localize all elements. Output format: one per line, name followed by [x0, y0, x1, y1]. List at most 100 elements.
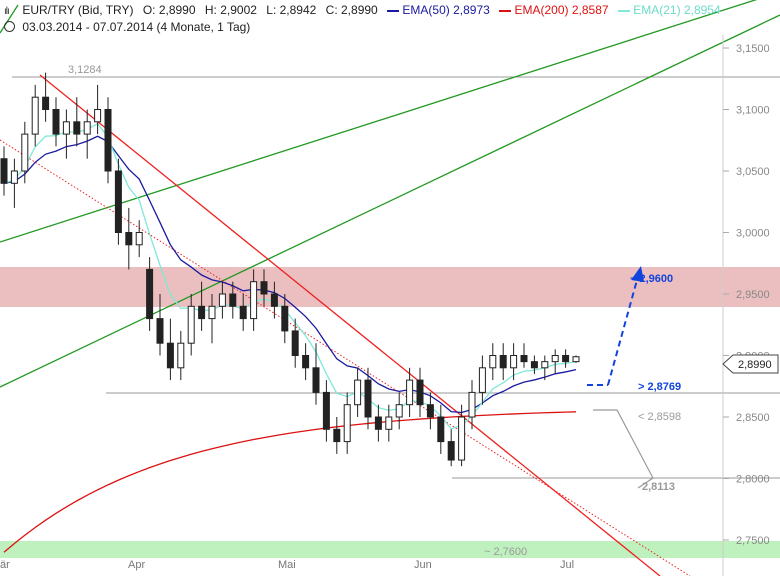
- candle-body: [104, 109, 112, 172]
- projection-dash-up: [607, 279, 638, 386]
- candle-body: [437, 416, 445, 443]
- candle-body: [135, 232, 143, 246]
- projection-arrow-head: [631, 266, 644, 282]
- last-price-box: [722, 354, 779, 374]
- trend-line-red-dotted: [0, 139, 691, 576]
- trend-line-green-top-left: [0, 4, 19, 34]
- candle-body: [21, 133, 29, 172]
- candle-body: [208, 305, 216, 320]
- clock-icon: [4, 21, 15, 32]
- candle-body: [270, 293, 278, 307]
- level-label-28113: 2,8113: [642, 481, 675, 493]
- candle-body: [166, 342, 174, 369]
- candle-body: [302, 355, 310, 369]
- candle-body: [572, 356, 580, 363]
- candle-body: [354, 379, 362, 406]
- trend-line-green-upper: [0, 0, 758, 243]
- candle-body: [530, 361, 538, 369]
- candle-body: [458, 416, 466, 461]
- header-row-1: ılı EUR/TRY (Bid, TRY) O: 2,8990 H: 2,90…: [4, 3, 721, 17]
- ema21-label: EMA(21): [633, 3, 681, 17]
- candle-body: [114, 170, 122, 233]
- candle-body: [551, 355, 559, 363]
- last-price-label: 2,8990: [738, 359, 772, 371]
- candle-body: [177, 342, 185, 369]
- header-row-2: 03.03.2014 - 07.07.2014 (4 Monate, 1 Tag…: [4, 20, 250, 34]
- candle-body: [520, 355, 528, 363]
- candle-body: [333, 428, 341, 443]
- candle-body: [146, 268, 154, 320]
- candle-body: [62, 121, 70, 135]
- candle-body: [83, 121, 91, 135]
- ema21-value: 2,8954: [683, 3, 721, 17]
- candle-body: [73, 121, 81, 135]
- high-value: H: 2,9002: [204, 3, 257, 17]
- chart-header: ılı EUR/TRY (Bid, TRY) O: 2,8990 H: 2,90…: [0, 0, 780, 36]
- x-tick-label-jul: Jul: [560, 559, 574, 571]
- candle-body: [94, 109, 102, 123]
- candle-body: [125, 232, 133, 246]
- y-tick-label: 2,8500: [736, 412, 770, 424]
- low-value: L: 2,8942: [266, 3, 317, 17]
- candle-body: [0, 158, 8, 184]
- candle-body: [42, 96, 50, 110]
- candle-body: [426, 404, 434, 418]
- candle-body: [499, 355, 507, 369]
- y-tick-label: 3,0000: [736, 228, 770, 240]
- candle-body: [374, 416, 382, 430]
- ema50-label: EMA(50): [402, 3, 450, 17]
- candle-body: [291, 330, 299, 356]
- level-label-28769: > 2,8769: [638, 381, 681, 393]
- ema21-line: [3, 122, 577, 430]
- support-zone: [0, 541, 780, 558]
- level-label-31284: 3,1284: [68, 64, 102, 76]
- candle-body: [229, 293, 237, 307]
- candle-body: [343, 404, 351, 443]
- bar-chart-icon: ılı: [4, 6, 10, 17]
- candle-body: [198, 305, 206, 320]
- symbol-title: EUR/TRY (Bid, TRY): [22, 3, 134, 17]
- level-label-28598: < 2,8598: [638, 411, 681, 423]
- candle-body: [489, 355, 497, 369]
- y-tick-label: 2,8000: [736, 474, 770, 486]
- candle-body: [156, 318, 164, 344]
- candle-body: [322, 391, 330, 430]
- candle-body: [385, 416, 393, 430]
- open-value: O: 2,8990: [142, 3, 196, 17]
- y-tick-label: 3,1500: [736, 43, 770, 55]
- ema200-line: [3, 411, 577, 553]
- ema50-swatch: [387, 9, 400, 12]
- candle-body: [10, 170, 18, 184]
- candle-body: [250, 281, 258, 320]
- y-tick-label: 3,0500: [736, 166, 770, 178]
- y-tick-label: 3,1000: [736, 105, 770, 117]
- candle-body: [468, 391, 476, 418]
- ema21-swatch: [617, 9, 630, 12]
- y-tick-label: 2,7500: [736, 535, 770, 547]
- candle-body: [31, 96, 39, 135]
- candle-body: [416, 379, 424, 406]
- x-tick-label-jun: Jun: [414, 559, 432, 571]
- trend-line-red-solid: [39, 74, 661, 576]
- projection-grey-path: [593, 409, 654, 489]
- candle-body: [395, 404, 403, 418]
- candle-body: [312, 367, 320, 393]
- level-label-27600: ~ 2,7600: [484, 546, 527, 558]
- candle-body: [218, 293, 226, 307]
- candle-body: [260, 281, 268, 295]
- x-tick-label-mai: Mai: [278, 559, 296, 571]
- ema200-value: 2,8587: [571, 3, 609, 17]
- candle-body: [406, 379, 414, 406]
- target-label: ~ 2,9600: [630, 273, 673, 285]
- date-range: 03.03.2014 - 07.07.2014 (4 Monate, 1 Tag…: [22, 20, 251, 34]
- x-tick-label-apr: Apr: [128, 559, 145, 571]
- ema200-label: EMA(200): [514, 3, 569, 17]
- ema50-value: 2,8973: [453, 3, 490, 17]
- candle-body: [510, 355, 518, 369]
- candle-body: [52, 109, 60, 135]
- candle-body: [447, 441, 455, 461]
- candle-body: [478, 367, 486, 393]
- candle-body: [187, 305, 195, 344]
- resistance-zone: [0, 267, 780, 307]
